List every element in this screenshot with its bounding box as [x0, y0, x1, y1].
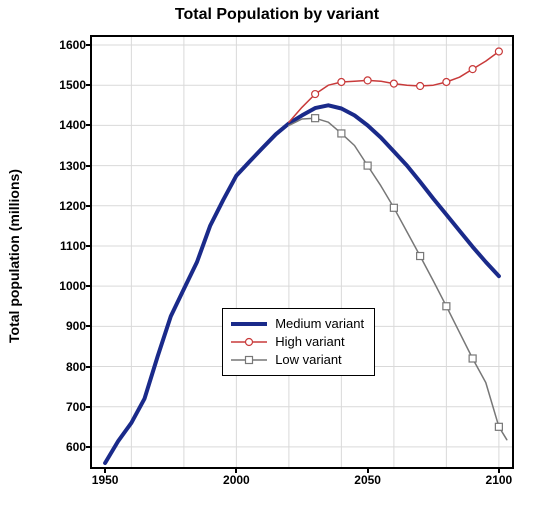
- y-axis-label: Total population (millions): [6, 169, 22, 343]
- legend-item: Medium variant: [229, 315, 364, 333]
- legend-item: Low variant: [229, 351, 364, 369]
- legend-label: Medium variant: [275, 315, 364, 333]
- legend-label: Low variant: [275, 351, 341, 369]
- y-tick-label: 700: [66, 400, 86, 414]
- data-series: [92, 37, 512, 467]
- gridlines: [92, 37, 512, 467]
- y-tick-label: 1500: [59, 78, 86, 92]
- plot-area: Medium variantHigh variantLow variant 60…: [90, 35, 514, 469]
- y-tick-label: 1100: [60, 239, 86, 253]
- x-tick-label: 1950: [92, 473, 119, 487]
- y-tick-label: 1000: [59, 279, 86, 293]
- y-tick-label: 1600: [59, 38, 86, 52]
- y-tick-label: 1300: [59, 159, 86, 173]
- legend-item: High variant: [229, 333, 364, 351]
- y-tick-label: 1400: [59, 118, 86, 132]
- y-tick-label: 900: [66, 319, 86, 333]
- x-tick-label: 2100: [486, 473, 513, 487]
- chart-container: { "chart": { "type": "line", "title": "T…: [0, 0, 554, 512]
- y-tick-label: 800: [66, 360, 86, 374]
- y-tick-label: 1200: [59, 199, 86, 213]
- legend: Medium variantHigh variantLow variant: [222, 308, 375, 377]
- legend-swatch: [229, 353, 269, 367]
- legend-swatch: [229, 335, 269, 349]
- legend-swatch: [229, 317, 269, 331]
- chart-title: Total Population by variant: [0, 6, 554, 24]
- x-tick-label: 2000: [223, 473, 250, 487]
- legend-label: High variant: [275, 333, 344, 351]
- x-tick-label: 2050: [354, 473, 381, 487]
- y-tick-label: 600: [66, 440, 86, 454]
